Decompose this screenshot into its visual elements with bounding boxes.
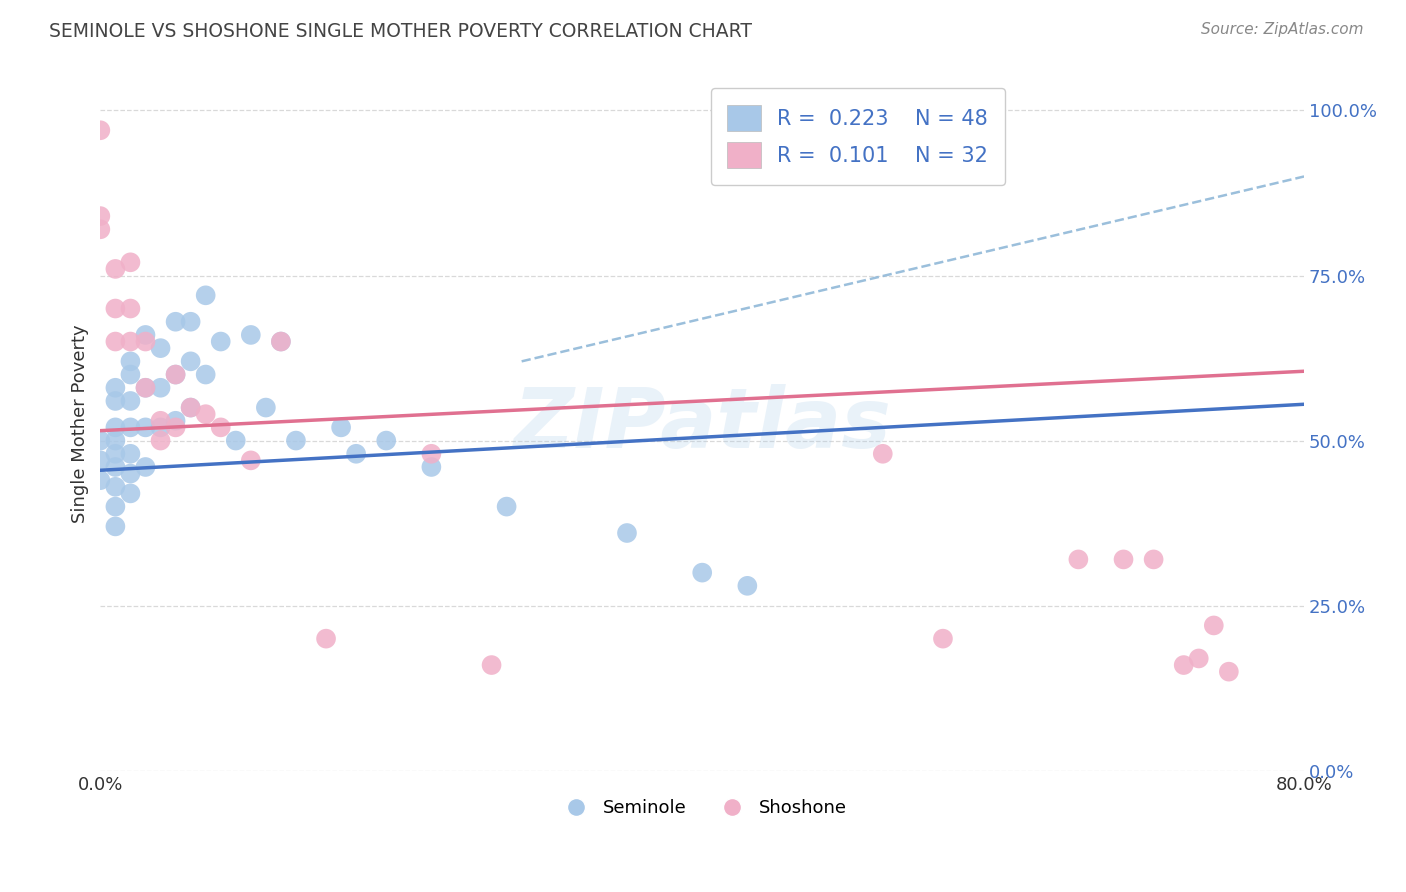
Point [420,460,443,475]
Point [344,447,367,461]
Point [104,434,127,448]
Point [375,434,398,448]
Point [690,566,713,580]
Point [104,460,127,475]
Point [616,526,638,541]
Point [737,579,759,593]
Point [420,447,443,461]
Text: SEMINOLE VS SHOSHONE SINGLE MOTHER POVERTY CORRELATION CHART: SEMINOLE VS SHOSHONE SINGLE MOTHER POVER… [49,22,752,41]
Point [120,354,142,368]
Point [1142,552,1164,566]
Point [239,327,262,342]
Point [1067,552,1090,566]
Point [165,315,187,329]
Point [104,261,127,276]
Point [1218,665,1240,679]
Point [284,434,307,448]
Point [872,447,894,461]
Point [134,381,156,395]
Point [104,519,127,533]
Point [120,447,142,461]
Point [104,301,127,316]
Point [495,500,517,514]
Point [194,288,217,302]
Point [89,473,111,487]
Point [104,480,127,494]
Point [120,486,142,500]
Point [134,327,156,342]
Point [120,368,142,382]
Point [180,354,202,368]
Point [149,434,172,448]
Legend: Seminole, Shoshone: Seminole, Shoshone [550,791,853,824]
Point [89,123,111,137]
Point [134,334,156,349]
Point [270,334,292,349]
Point [104,334,127,349]
Point [932,632,955,646]
Point [120,334,142,349]
Point [180,401,202,415]
Point [225,434,247,448]
Point [239,453,262,467]
Point [120,255,142,269]
Point [104,394,127,409]
Point [209,334,232,349]
Point [180,315,202,329]
Point [165,420,187,434]
Point [89,209,111,223]
Point [120,467,142,481]
Point [134,460,156,475]
Point [149,420,172,434]
Point [149,381,172,395]
Point [1173,658,1195,673]
Point [120,301,142,316]
Point [89,222,111,236]
Point [120,394,142,409]
Point [120,420,142,434]
Point [89,434,111,448]
Point [165,414,187,428]
Point [1202,618,1225,632]
Point [89,453,111,467]
Point [1112,552,1135,566]
Point [180,401,202,415]
Point [149,414,172,428]
Point [165,368,187,382]
Point [1188,651,1211,665]
Point [134,381,156,395]
Point [481,658,503,673]
Point [330,420,353,434]
Point [254,401,277,415]
Text: Source: ZipAtlas.com: Source: ZipAtlas.com [1201,22,1364,37]
Point [194,368,217,382]
Y-axis label: Single Mother Poverty: Single Mother Poverty [72,325,89,524]
Point [194,407,217,421]
Point [104,447,127,461]
Point [270,334,292,349]
Text: ZIPatlas: ZIPatlas [513,384,891,465]
Point [165,368,187,382]
Point [134,420,156,434]
Point [104,420,127,434]
Point [104,381,127,395]
Point [149,341,172,355]
Point [209,420,232,434]
Point [315,632,337,646]
Point [104,500,127,514]
